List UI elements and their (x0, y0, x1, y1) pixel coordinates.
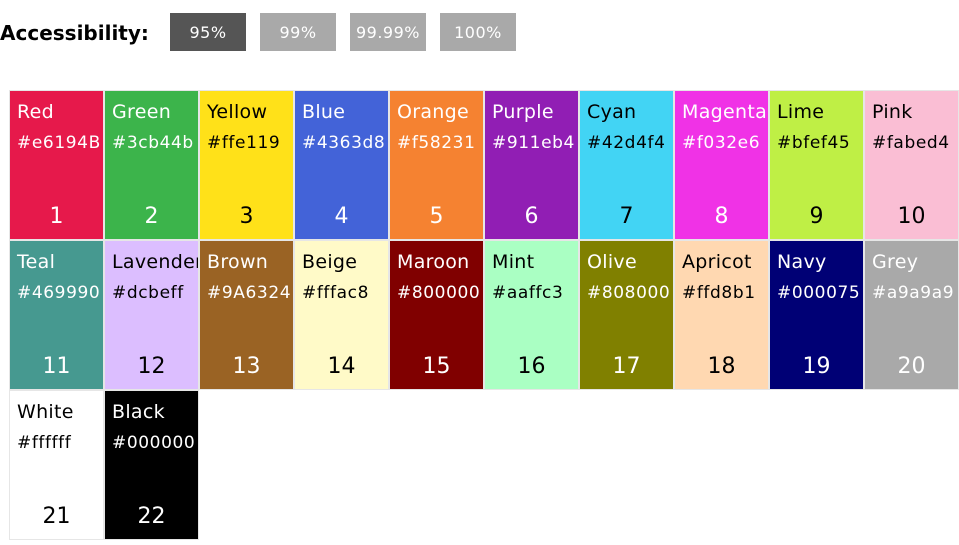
color-name: Pink (872, 101, 913, 123)
color-hex: #9A6324 (207, 283, 292, 303)
color-swatch-navy[interactable]: Navy #000075 19 (769, 240, 864, 390)
color-swatch-pink[interactable]: Pink #fabed4 10 (864, 90, 959, 240)
color-number: 6 (524, 204, 539, 229)
color-name: Blue (302, 101, 346, 123)
color-number: 11 (42, 354, 71, 379)
color-hex: #000000 (112, 433, 196, 453)
color-swatch-brown[interactable]: Brown #9A6324 13 (199, 240, 294, 390)
color-name: Orange (397, 101, 470, 123)
color-name: Teal (17, 251, 56, 273)
color-name: Lavender (112, 251, 199, 273)
color-name: Lime (777, 101, 825, 123)
color-name: Mint (492, 251, 535, 273)
color-name: Beige (302, 251, 358, 273)
color-number: 9 (809, 204, 824, 229)
color-name: Red (17, 101, 54, 123)
color-name: Grey (872, 251, 919, 273)
color-hex: #dcbeff (112, 283, 184, 303)
color-swatch-maroon[interactable]: Maroon #800000 15 (389, 240, 484, 390)
color-name: White (17, 401, 74, 423)
color-swatch-mint[interactable]: Mint #aaffc3 16 (484, 240, 579, 390)
color-name: Magenta (682, 101, 768, 123)
color-hex: #f58231 (397, 133, 476, 153)
color-name: Olive (587, 251, 637, 273)
color-name: Navy (777, 251, 827, 273)
color-number: 4 (334, 204, 349, 229)
color-number: 15 (422, 354, 451, 379)
color-name: Brown (207, 251, 269, 273)
color-swatch-cyan[interactable]: Cyan #42d4f4 7 (579, 90, 674, 240)
color-name: Yellow (207, 101, 268, 123)
color-grid: Red #e6194B 1 Green #3cb44b 2 Yellow #ffe119 3 Bl… (9, 90, 959, 540)
accessibility-100-button[interactable]: 100% (440, 13, 516, 51)
color-swatch-black[interactable]: Black #000000 22 (104, 390, 199, 540)
color-number: 21 (42, 504, 71, 529)
color-number: 12 (137, 354, 166, 379)
color-number: 10 (897, 204, 926, 229)
color-number: 19 (802, 354, 831, 379)
color-hex: #469990 (17, 283, 101, 303)
color-number: 22 (137, 504, 166, 529)
color-swatch-orange[interactable]: Orange #f58231 5 (389, 90, 484, 240)
color-name: Purple (492, 101, 554, 123)
color-hex: #a9a9a9 (872, 283, 955, 303)
color-name: Maroon (397, 251, 470, 273)
color-hex: #000075 (777, 283, 861, 303)
color-hex: #800000 (397, 283, 481, 303)
color-hex: #42d4f4 (587, 133, 666, 153)
color-name: Cyan (587, 101, 637, 123)
color-number: 3 (239, 204, 254, 229)
accessibility-99-button[interactable]: 99% (260, 13, 336, 51)
color-name: Black (112, 401, 165, 423)
color-swatch-green[interactable]: Green #3cb44b 2 (104, 90, 199, 240)
color-hex: #808000 (587, 283, 671, 303)
color-swatch-lime[interactable]: Lime #bfef45 9 (769, 90, 864, 240)
color-swatch-red[interactable]: Red #e6194B 1 (9, 90, 104, 240)
color-swatch-olive[interactable]: Olive #808000 17 (579, 240, 674, 390)
accessibility-99-99-button[interactable]: 99.99% (350, 13, 426, 51)
color-number: 13 (232, 354, 261, 379)
color-hex: #fffac8 (302, 283, 369, 303)
color-number: 17 (612, 354, 641, 379)
color-number: 14 (327, 354, 356, 379)
color-hex: #fabed4 (872, 133, 950, 153)
color-swatch-teal[interactable]: Teal #469990 11 (9, 240, 104, 390)
accessibility-label: Accessibility: (0, 21, 149, 45)
color-number: 1 (49, 204, 64, 229)
color-hex: #3cb44b (112, 133, 194, 153)
color-hex: #bfef45 (777, 133, 851, 153)
color-number: 8 (714, 204, 729, 229)
color-swatch-grey[interactable]: Grey #a9a9a9 20 (864, 240, 959, 390)
color-number: 5 (429, 204, 444, 229)
color-swatch-yellow[interactable]: Yellow #ffe119 3 (199, 90, 294, 240)
color-hex: #ffd8b1 (682, 283, 756, 303)
color-number: 7 (619, 204, 634, 229)
color-number: 2 (144, 204, 159, 229)
color-hex: #ffe119 (207, 133, 281, 153)
color-hex: #f032e6 (682, 133, 761, 153)
color-hex: #e6194B (17, 133, 101, 153)
color-hex: #911eb4 (492, 133, 575, 153)
accessibility-95-button[interactable]: 95% (170, 13, 246, 51)
color-swatch-white[interactable]: White #ffffff 21 (9, 390, 104, 540)
color-swatch-beige[interactable]: Beige #fffac8 14 (294, 240, 389, 390)
color-number: 20 (897, 354, 926, 379)
color-swatch-blue[interactable]: Blue #4363d8 4 (294, 90, 389, 240)
color-name: Green (112, 101, 172, 123)
color-swatch-apricot[interactable]: Apricot #ffd8b1 18 (674, 240, 769, 390)
color-name: Apricot (682, 251, 752, 273)
color-number: 18 (707, 354, 736, 379)
color-hex: #ffffff (17, 433, 72, 453)
color-swatch-magenta[interactable]: Magenta #f032e6 8 (674, 90, 769, 240)
color-number: 16 (517, 354, 546, 379)
color-swatch-lavender[interactable]: Lavender #dcbeff 12 (104, 240, 199, 390)
color-hex: #aaffc3 (492, 283, 564, 303)
color-hex: #4363d8 (302, 133, 386, 153)
color-swatch-purple[interactable]: Purple #911eb4 6 (484, 90, 579, 240)
